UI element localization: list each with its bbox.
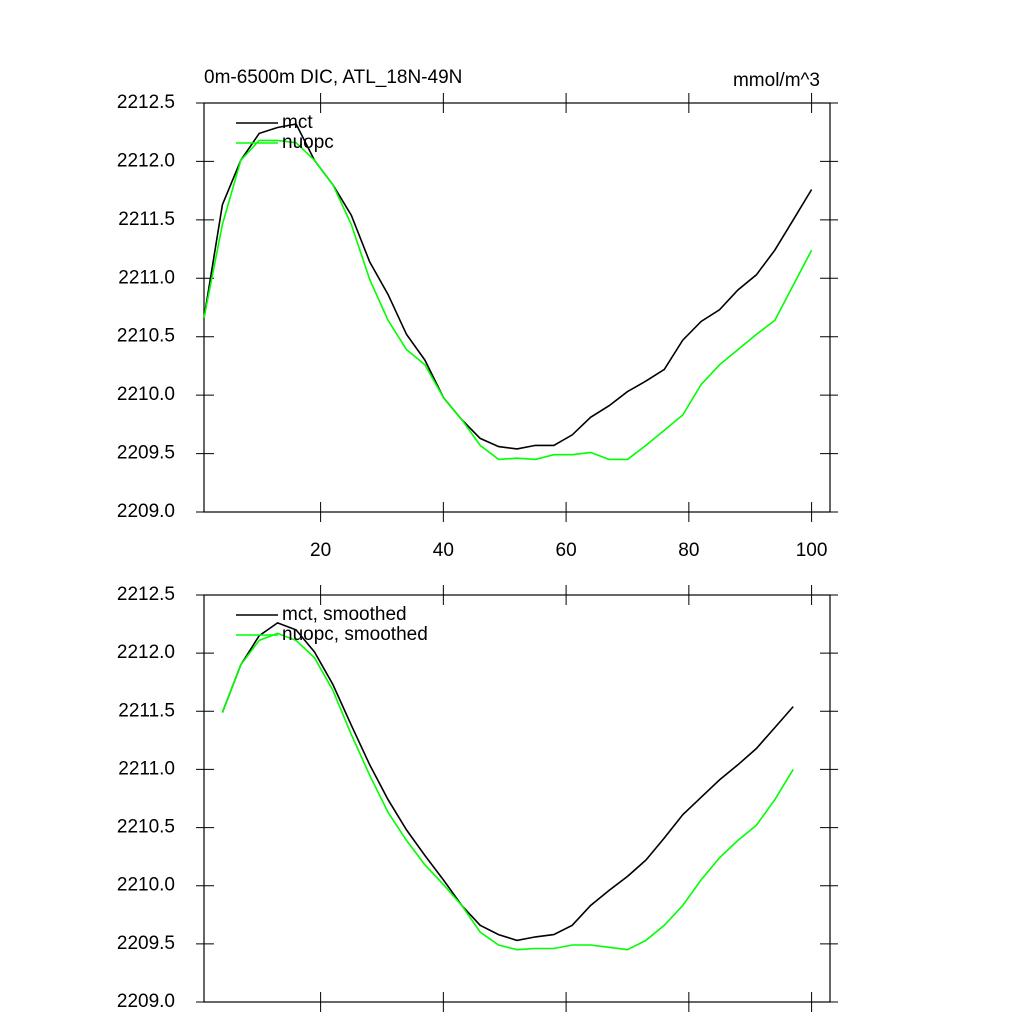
series-line <box>203 139 813 461</box>
x-tick-label: 60 <box>556 540 577 561</box>
chart-subtitle: mmol/m^3 <box>733 70 820 91</box>
y-tick-label: 2210.5 <box>117 817 175 838</box>
y-tick-label: 2211.0 <box>118 267 175 288</box>
x-tick-label: 40 <box>433 540 454 561</box>
y-tick-label: 2212.5 <box>117 92 175 113</box>
plot-frame <box>203 102 831 513</box>
legend-label: nuopc, smoothed <box>282 624 428 645</box>
y-tick-label: 2209.0 <box>117 501 175 522</box>
y-tick-label: 2212.0 <box>117 642 175 663</box>
plot-frame <box>203 594 831 1003</box>
y-tick-label: 2210.5 <box>117 326 175 347</box>
series-line <box>221 632 794 951</box>
y-tick-label: 2212.5 <box>117 584 175 605</box>
y-tick-label: 2211.5 <box>118 209 175 230</box>
y-tick-label: 2211.5 <box>118 700 175 721</box>
series-line <box>221 622 794 942</box>
series-line <box>203 123 813 450</box>
y-tick-label: 2209.5 <box>117 933 175 954</box>
y-tick-label: 2210.0 <box>117 384 175 405</box>
legend-label: nuopc <box>282 132 334 153</box>
x-tick-label: 100 <box>796 540 828 561</box>
x-tick-label: 20 <box>310 540 331 561</box>
y-tick-label: 2209.5 <box>117 443 175 464</box>
chart-title: 0m-6500m DIC, ATL_18N-49N <box>204 67 462 88</box>
y-tick-label: 2211.0 <box>118 758 175 779</box>
x-tick-label: 80 <box>678 540 699 561</box>
y-tick-label: 2210.0 <box>117 875 175 896</box>
y-tick-label: 2209.0 <box>117 991 175 1012</box>
y-tick-label: 2212.0 <box>117 150 175 171</box>
legend-label: mct, smoothed <box>282 604 407 625</box>
legend-label: mct <box>282 112 313 133</box>
